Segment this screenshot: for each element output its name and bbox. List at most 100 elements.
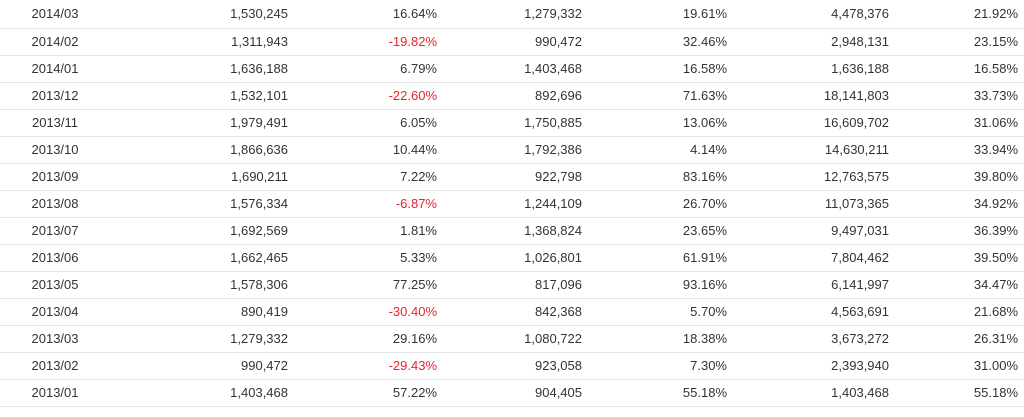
- month-cell: 2013/05: [0, 271, 110, 299]
- value-cell: 1,636,188: [110, 55, 288, 83]
- compare-change-cell: 23.65%: [582, 217, 727, 245]
- value-cell: 1,279,332: [110, 325, 288, 353]
- table-row: 2013/04 890,419 -30.40% 842,368 5.70% 4,563,6…: [0, 298, 1024, 326]
- change-cell: -6.87%: [288, 190, 437, 218]
- table-row: 2013/11 1,979,491 6.05% 1,750,885 13.06% 16,6…: [0, 109, 1024, 137]
- cumulative-change-cell: 34.92%: [889, 190, 1024, 218]
- compare-value-cell: 1,403,468: [437, 55, 582, 83]
- change-cell: 6.79%: [288, 55, 437, 83]
- value-cell: 1,578,306: [110, 271, 288, 299]
- cumulative-cell: 1,636,188: [727, 55, 889, 83]
- month-cell: 2013/11: [0, 109, 110, 137]
- compare-value-cell: 1,368,824: [437, 217, 582, 245]
- table-row: 2013/05 1,578,306 77.25% 817,096 93.16% 6,141…: [0, 271, 1024, 299]
- cumulative-change-cell: 16.58%: [889, 55, 1024, 83]
- compare-value-cell: 1,080,722: [437, 325, 582, 353]
- compare-value-cell: 817,096: [437, 271, 582, 299]
- cumulative-cell: 4,563,691: [727, 298, 889, 326]
- cumulative-cell: 18,141,803: [727, 82, 889, 110]
- value-cell: 1,979,491: [110, 109, 288, 137]
- value-cell: 1,692,569: [110, 217, 288, 245]
- month-cell: 2013/08: [0, 190, 110, 218]
- change-cell: 16.64%: [288, 0, 437, 29]
- table-row: 2013/10 1,866,636 10.44% 1,792,386 4.14% 14,6…: [0, 136, 1024, 164]
- change-cell: -30.40%: [288, 298, 437, 326]
- month-cell: 2013/10: [0, 136, 110, 164]
- value-cell: 1,576,334: [110, 190, 288, 218]
- month-cell: 2013/03: [0, 325, 110, 353]
- compare-change-cell: 61.91%: [582, 244, 727, 272]
- compare-value-cell: 1,244,109: [437, 190, 582, 218]
- cumulative-cell: 9,497,031: [727, 217, 889, 245]
- cumulative-change-cell: 33.94%: [889, 136, 1024, 164]
- compare-value-cell: 1,279,332: [437, 0, 582, 29]
- month-cell: 2013/02: [0, 352, 110, 380]
- cumulative-cell: 2,393,940: [727, 352, 889, 380]
- cumulative-change-cell: 31.06%: [889, 109, 1024, 137]
- compare-value-cell: 904,405: [437, 379, 582, 407]
- change-cell: 1.81%: [288, 217, 437, 245]
- table-row: 2013/03 1,279,332 29.16% 1,080,722 18.38% 3,6…: [0, 325, 1024, 353]
- compare-change-cell: 19.61%: [582, 0, 727, 29]
- value-cell: 1,866,636: [110, 136, 288, 164]
- compare-change-cell: 13.06%: [582, 109, 727, 137]
- cumulative-change-cell: 23.15%: [889, 28, 1024, 56]
- cumulative-cell: 16,609,702: [727, 109, 889, 137]
- cumulative-cell: 1,403,468: [727, 379, 889, 407]
- change-cell: 6.05%: [288, 109, 437, 137]
- month-cell: 2013/06: [0, 244, 110, 272]
- month-cell: 2013/07: [0, 217, 110, 245]
- cumulative-cell: 3,673,272: [727, 325, 889, 353]
- cumulative-change-cell: 39.50%: [889, 244, 1024, 272]
- cumulative-cell: 7,804,462: [727, 244, 889, 272]
- compare-value-cell: 990,472: [437, 28, 582, 56]
- value-cell: 890,419: [110, 298, 288, 326]
- table-body: 2014/03 1,530,245 16.64% 1,279,332 19.61% 4,4…: [0, 0, 1024, 407]
- cumulative-change-cell: 39.80%: [889, 163, 1024, 191]
- cumulative-change-cell: 34.47%: [889, 271, 1024, 299]
- compare-value-cell: 1,026,801: [437, 244, 582, 272]
- value-cell: 1,690,211: [110, 163, 288, 191]
- table-row: 2013/06 1,662,465 5.33% 1,026,801 61.91% 7,80…: [0, 244, 1024, 272]
- compare-change-cell: 55.18%: [582, 379, 727, 407]
- value-cell: 990,472: [110, 352, 288, 380]
- cumulative-change-cell: 33.73%: [889, 82, 1024, 110]
- compare-change-cell: 26.70%: [582, 190, 727, 218]
- cumulative-cell: 2,948,131: [727, 28, 889, 56]
- table-row: 2013/07 1,692,569 1.81% 1,368,824 23.65% 9,49…: [0, 217, 1024, 245]
- month-cell: 2014/03: [0, 0, 110, 29]
- cumulative-change-cell: 26.31%: [889, 325, 1024, 353]
- compare-change-cell: 18.38%: [582, 325, 727, 353]
- compare-change-cell: 4.14%: [582, 136, 727, 164]
- cumulative-cell: 4,478,376: [727, 0, 889, 29]
- compare-change-cell: 93.16%: [582, 271, 727, 299]
- cumulative-cell: 12,763,575: [727, 163, 889, 191]
- compare-value-cell: 842,368: [437, 298, 582, 326]
- compare-value-cell: 1,792,386: [437, 136, 582, 164]
- compare-value-cell: 923,058: [437, 352, 582, 380]
- table-row: 2014/03 1,530,245 16.64% 1,279,332 19.61% 4,4…: [0, 0, 1024, 29]
- change-cell: 29.16%: [288, 325, 437, 353]
- cumulative-change-cell: 36.39%: [889, 217, 1024, 245]
- value-cell: 1,403,468: [110, 379, 288, 407]
- change-cell: 7.22%: [288, 163, 437, 191]
- cumulative-cell: 6,141,997: [727, 271, 889, 299]
- table-row: 2013/12 1,532,101 -22.60% 892,696 71.63% 18,1…: [0, 82, 1024, 110]
- compare-value-cell: 892,696: [437, 82, 582, 110]
- value-cell: 1,662,465: [110, 244, 288, 272]
- compare-change-cell: 83.16%: [582, 163, 727, 191]
- cumulative-change-cell: 21.92%: [889, 0, 1024, 29]
- compare-change-cell: 32.46%: [582, 28, 727, 56]
- change-cell: 77.25%: [288, 271, 437, 299]
- change-cell: -19.82%: [288, 28, 437, 56]
- compare-change-cell: 71.63%: [582, 82, 727, 110]
- compare-change-cell: 16.58%: [582, 55, 727, 83]
- month-cell: 2013/04: [0, 298, 110, 326]
- compare-value-cell: 922,798: [437, 163, 582, 191]
- month-cell: 2013/12: [0, 82, 110, 110]
- month-cell: 2013/01: [0, 379, 110, 407]
- table-row: 2013/08 1,576,334 -6.87% 1,244,109 26.70% 11,…: [0, 190, 1024, 218]
- change-cell: -29.43%: [288, 352, 437, 380]
- month-cell: 2014/01: [0, 55, 110, 83]
- cumulative-cell: 11,073,365: [727, 190, 889, 218]
